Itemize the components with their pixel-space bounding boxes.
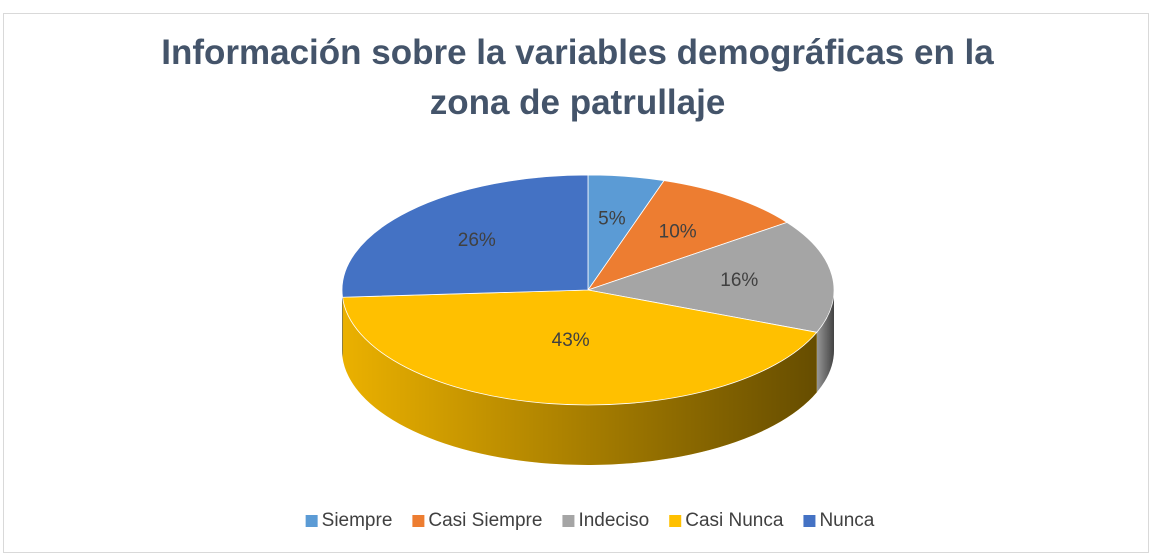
- legend-swatch: [803, 515, 815, 527]
- legend-label: Indeciso: [578, 510, 649, 531]
- legend-label: Siempre: [322, 510, 393, 531]
- legend-swatch: [412, 515, 424, 527]
- legend-swatch: [562, 515, 574, 527]
- legend-swatch: [306, 515, 318, 527]
- legend-swatch: [669, 515, 681, 527]
- legend-label: Nunca: [819, 510, 874, 531]
- data-label: 5%: [598, 209, 626, 230]
- data-label: 10%: [659, 221, 697, 242]
- data-label: 43%: [552, 330, 590, 351]
- data-label: 26%: [458, 230, 496, 251]
- data-label: 16%: [720, 270, 758, 291]
- legend-label: Casi Nunca: [685, 510, 784, 531]
- legend-label: Casi Siempre: [428, 510, 542, 531]
